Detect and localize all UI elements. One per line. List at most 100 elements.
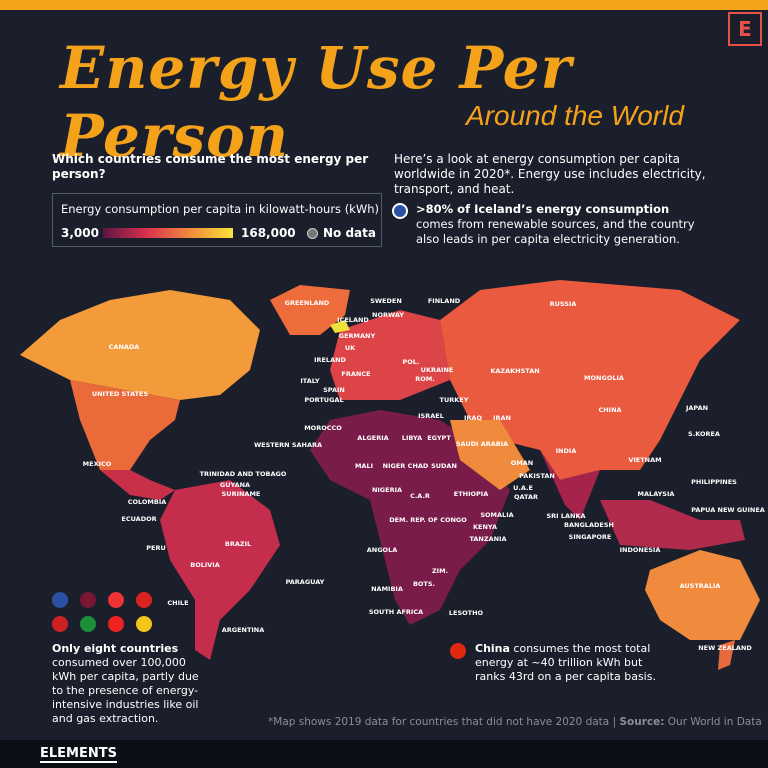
country-label: IRAQ xyxy=(464,414,482,422)
southeast-asia xyxy=(600,500,745,550)
country-label: PHILIPPINES xyxy=(691,478,737,486)
country-label: INDONESIA xyxy=(620,546,661,554)
country-label: IRELAND xyxy=(314,356,346,364)
country-label: POL. xyxy=(403,358,420,366)
country-label: ITALY xyxy=(300,377,320,385)
africa xyxy=(310,410,510,625)
australia xyxy=(645,550,760,640)
footer-brand: ELEMENTS xyxy=(40,746,117,763)
country-label: KENYA xyxy=(473,523,497,531)
note-bold: Only eight countries xyxy=(52,642,179,655)
legend: Energy consumption per capita in kilowat… xyxy=(52,193,382,247)
country-label: INDIA xyxy=(556,447,577,455)
country-label: KAZAKHSTAN xyxy=(490,367,539,375)
country-label: CHINA xyxy=(598,406,621,414)
country-label: DEM. REP. OF CONGO xyxy=(389,516,467,524)
country-label: SAUDI ARABIA xyxy=(456,440,508,448)
south-asia xyxy=(540,450,600,520)
country-label: CANADA xyxy=(109,343,140,351)
country-label: RUSSIA xyxy=(550,300,577,308)
note-text: consumed over 100,000 kWh per capita, pa… xyxy=(52,656,199,725)
country-label: FRANCE xyxy=(341,370,370,378)
country-label: CHILE xyxy=(167,599,188,607)
country-label: NAMIBIA xyxy=(371,585,403,593)
country-label: NORWAY xyxy=(372,311,404,319)
country-label: SWEDEN xyxy=(370,297,402,305)
country-label: SRI LANKA xyxy=(546,512,585,520)
country-label: BOLIVIA xyxy=(190,561,220,569)
country-label: NEW ZEALAND xyxy=(698,644,752,652)
country-label: VIETNAM xyxy=(628,456,661,464)
canada xyxy=(20,290,260,400)
country-label: BANGLADESH xyxy=(564,521,614,529)
country-label: ANGOLA xyxy=(367,546,398,554)
country-label: MOROCCO xyxy=(304,424,342,432)
source: Our World in Data xyxy=(667,716,762,728)
country-label: BRAZIL xyxy=(225,540,251,548)
country-label: PORTUGAL xyxy=(304,396,343,404)
country-label: ECUADOR xyxy=(121,515,156,523)
intro: Here’s a look at energy consumption per … xyxy=(394,152,706,196)
country-label: ARGENTINA xyxy=(222,626,265,634)
united-states xyxy=(70,380,180,470)
note-text: consumes the most total energy at ~40 tr… xyxy=(475,642,656,683)
country-label: MONGOLIA xyxy=(584,374,624,382)
country-label: UKRAINE xyxy=(421,366,454,374)
central-america xyxy=(100,470,175,500)
country-label: GREENLAND xyxy=(285,299,330,307)
country-label: ALGERIA xyxy=(357,434,388,442)
country-label: UK xyxy=(345,344,356,352)
legend-max: 168,000 xyxy=(241,226,296,240)
country-label: GERMANY xyxy=(339,332,376,340)
country-label: SUDAN xyxy=(431,462,457,470)
legend-no-data: No data xyxy=(323,226,376,240)
country-label: PERU xyxy=(146,544,166,552)
note-bold: China xyxy=(475,642,510,655)
country-label: SPAIN xyxy=(323,386,345,394)
country-label: MALI xyxy=(355,462,373,470)
country-label: MEXICO xyxy=(83,460,112,468)
country-label: MALAYSIA xyxy=(638,490,675,498)
country-label: WESTERN SAHARA xyxy=(254,441,322,449)
country-label: PAKISTAN xyxy=(519,472,555,480)
country-label: BOTS. xyxy=(413,580,435,588)
country-label: PAPUA NEW GUINEA xyxy=(691,506,765,514)
country-label: SOMALIA xyxy=(480,511,513,519)
new-zealand xyxy=(718,640,735,670)
europe xyxy=(330,310,450,400)
country-label: TANZANIA xyxy=(469,535,506,543)
top-bar xyxy=(0,0,768,10)
country-label: ETHIOPIA xyxy=(454,490,488,498)
legend-min: 3,000 xyxy=(61,226,99,240)
footnote-text: *Map shows 2019 data for countries that … xyxy=(268,716,610,728)
country-label: COLOMBIA xyxy=(128,498,167,506)
country-label: OMAN xyxy=(511,459,533,467)
country-label: SOUTH AFRICA xyxy=(369,608,423,616)
footer-bar: ELEMENTS xyxy=(0,740,768,768)
country-label: LIBYA xyxy=(402,434,422,442)
country-label: TURKEY xyxy=(440,396,469,404)
brand-logo: E xyxy=(728,12,762,46)
country-label: FINLAND xyxy=(428,297,461,305)
country-label: ROM. xyxy=(415,375,434,383)
country-label: GUYANA xyxy=(220,481,250,489)
country-label: QATAR xyxy=(514,493,538,501)
china-flag xyxy=(450,643,466,659)
source-label: Source: xyxy=(619,716,665,728)
country-label: AUSTRALIA xyxy=(680,582,721,590)
greenland xyxy=(270,285,350,335)
asia xyxy=(440,280,740,480)
title: Energy Use Per Person xyxy=(60,34,573,170)
country-label: EGYPT xyxy=(427,434,451,442)
country-label: SURINAME xyxy=(222,490,261,498)
note-bold: >80% of Iceland’s energy consumption xyxy=(416,202,670,216)
no-data-swatch xyxy=(307,228,318,239)
iceland-note: >80% of Iceland’s energy consumption com… xyxy=(416,202,696,247)
country-label: NIGERIA xyxy=(372,486,402,494)
footnote: *Map shows 2019 data for countries that … xyxy=(268,716,762,728)
country-label: ICELAND xyxy=(337,316,369,324)
country-label: ZIM. xyxy=(432,567,448,575)
